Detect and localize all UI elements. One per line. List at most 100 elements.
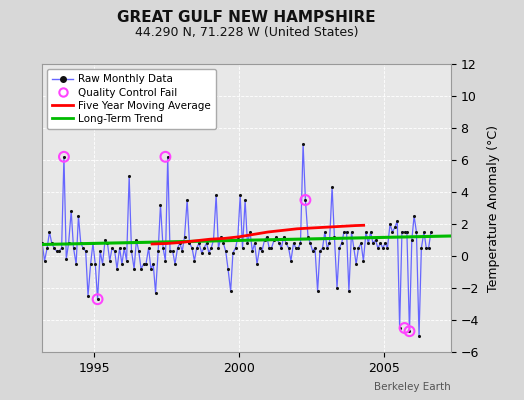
- Point: [67, 208, 75, 214]
- Point: [347, 229, 356, 235]
- Point: [357, 240, 365, 246]
- Point: [101, 237, 110, 243]
- Point: [372, 237, 380, 243]
- Point: [420, 229, 428, 235]
- Point: [400, 325, 409, 331]
- Text: Berkeley Earth: Berkeley Earth: [374, 382, 451, 392]
- Point: [248, 248, 257, 254]
- Point: [405, 328, 413, 334]
- Point: [62, 256, 70, 262]
- Point: [260, 237, 269, 243]
- Point: [38, 240, 47, 246]
- Point: [89, 240, 97, 246]
- Point: [313, 288, 322, 294]
- Point: [156, 202, 165, 208]
- Point: [405, 328, 413, 334]
- Point: [190, 258, 199, 264]
- Point: [388, 229, 397, 235]
- Point: [219, 240, 227, 246]
- Point: [369, 240, 377, 246]
- Point: [58, 245, 66, 251]
- Point: [212, 192, 220, 198]
- Point: [335, 245, 344, 251]
- Point: [311, 245, 319, 251]
- Point: [185, 240, 194, 246]
- Point: [417, 245, 425, 251]
- Point: [340, 229, 348, 235]
- Point: [415, 333, 423, 339]
- Point: [188, 245, 196, 251]
- Point: [352, 261, 361, 267]
- Point: [383, 245, 391, 251]
- Point: [309, 248, 317, 254]
- Point: [376, 240, 385, 246]
- Point: [381, 240, 389, 246]
- Text: 44.290 N, 71.228 W (United States): 44.290 N, 71.228 W (United States): [135, 26, 358, 39]
- Point: [123, 258, 131, 264]
- Point: [354, 245, 363, 251]
- Point: [60, 154, 68, 160]
- Point: [402, 229, 411, 235]
- Point: [161, 154, 170, 160]
- Point: [86, 261, 95, 267]
- Point: [253, 261, 261, 267]
- Point: [330, 234, 339, 240]
- Point: [118, 261, 126, 267]
- Point: [149, 261, 157, 267]
- Point: [105, 258, 114, 264]
- Point: [137, 266, 145, 272]
- Point: [325, 240, 334, 246]
- Point: [103, 240, 112, 246]
- Point: [263, 234, 271, 240]
- Point: [139, 261, 148, 267]
- Point: [183, 197, 191, 203]
- Point: [222, 248, 230, 254]
- Point: [113, 266, 121, 272]
- Point: [120, 245, 128, 251]
- Point: [275, 240, 283, 246]
- Point: [234, 234, 242, 240]
- Point: [192, 245, 201, 251]
- Point: [424, 245, 433, 251]
- Point: [45, 229, 53, 235]
- Point: [292, 245, 300, 251]
- Point: [427, 229, 435, 235]
- Point: [82, 248, 90, 254]
- Point: [226, 288, 235, 294]
- Point: [318, 245, 326, 251]
- Point: [238, 245, 247, 251]
- Point: [306, 240, 314, 246]
- Point: [33, 245, 41, 251]
- Point: [289, 240, 298, 246]
- Point: [171, 261, 179, 267]
- Point: [250, 240, 259, 246]
- Point: [258, 248, 266, 254]
- Point: [267, 245, 276, 251]
- Point: [52, 248, 61, 254]
- Point: [111, 248, 119, 254]
- Point: [217, 234, 225, 240]
- Point: [236, 192, 244, 198]
- Point: [408, 237, 416, 243]
- Point: [410, 213, 418, 219]
- Point: [359, 258, 367, 264]
- Point: [229, 250, 237, 256]
- Point: [321, 229, 329, 235]
- Point: [180, 234, 189, 240]
- Point: [374, 245, 382, 251]
- Point: [205, 250, 213, 256]
- Point: [202, 240, 211, 246]
- Point: [60, 154, 68, 160]
- Point: [69, 245, 78, 251]
- Point: [400, 229, 409, 235]
- Point: [168, 248, 177, 254]
- Point: [214, 245, 223, 251]
- Point: [366, 229, 375, 235]
- Point: [342, 229, 351, 235]
- Point: [296, 240, 304, 246]
- Point: [422, 245, 431, 251]
- Point: [142, 261, 150, 267]
- Point: [241, 197, 249, 203]
- Point: [166, 248, 174, 254]
- Point: [195, 240, 203, 246]
